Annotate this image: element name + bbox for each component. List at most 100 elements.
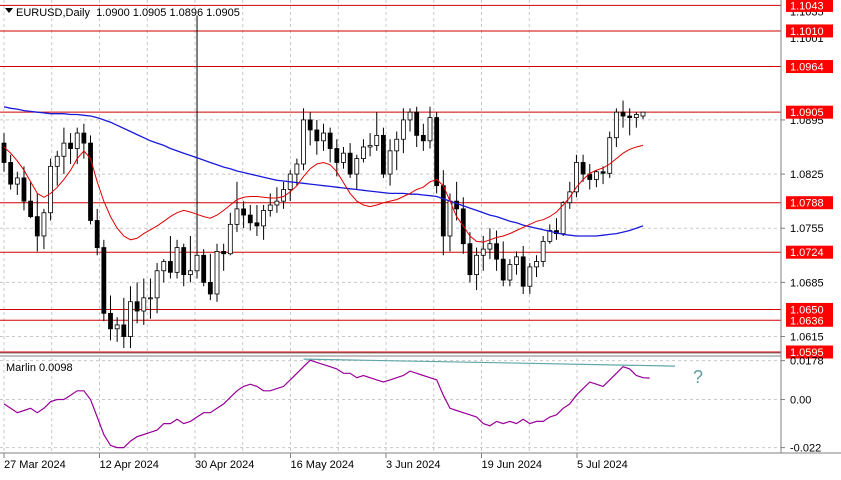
candle <box>14 171 20 195</box>
marlin-trend-line[interactable] <box>303 358 676 367</box>
bull-candle-body <box>341 152 346 163</box>
level-price-label: 1.1010 <box>790 26 824 38</box>
price-scale-label: 1.0685 <box>790 277 824 289</box>
candle <box>607 131 613 178</box>
time-scale-label: 3 Jun 2024 <box>386 459 440 471</box>
candle <box>207 253 213 301</box>
candle <box>108 295 113 341</box>
candle <box>241 201 247 229</box>
candle <box>534 255 539 277</box>
slow-moving-average-line <box>3 106 644 237</box>
candle <box>640 111 646 120</box>
bear-candle-body <box>121 324 127 337</box>
bear-candle-body <box>101 247 107 314</box>
bull-candle-body <box>61 142 67 157</box>
bull-candle-body <box>474 254 479 276</box>
level-price-badge <box>786 313 833 327</box>
price-pane[interactable] <box>0 0 781 353</box>
level-price-badge <box>786 302 833 316</box>
bull-candle-body <box>387 150 393 175</box>
bear-candle-body <box>467 243 473 276</box>
candle <box>594 170 599 188</box>
level-price-badge <box>786 24 833 38</box>
time-scale-label: 16 May 2024 <box>291 459 355 471</box>
triangle-down-icon[interactable] <box>5 8 13 13</box>
bull-candle-body <box>480 248 486 256</box>
bull-candle-body <box>560 202 566 235</box>
fast-moving-average-line <box>3 144 644 243</box>
candle <box>294 158 300 186</box>
level-price-label: 1.0964 <box>790 62 824 74</box>
candle <box>68 133 73 165</box>
indicator-label: Marlin 0.0098 <box>6 362 73 374</box>
candle <box>507 259 513 287</box>
level-price-badge <box>786 196 833 210</box>
bear-candle-body <box>207 281 213 295</box>
candle <box>94 208 100 256</box>
level-price-label: 1.0724 <box>790 247 824 259</box>
bear-candle-body <box>454 200 460 210</box>
bull-candle-body <box>534 261 539 268</box>
candle <box>327 127 333 163</box>
time-scale[interactable]: 27 Mar 2024 12 Apr 2024 30 Apr 2024 16 May … <box>3 453 628 471</box>
candle <box>301 108 306 171</box>
candle <box>174 239 180 279</box>
candle <box>227 212 233 256</box>
candle <box>613 108 619 147</box>
bull-candle-body <box>48 165 53 214</box>
candle <box>394 131 400 171</box>
candle <box>620 100 626 128</box>
bear-candle-body <box>347 152 353 175</box>
bull-candle-body <box>234 208 240 225</box>
bear-candle-body <box>420 134 426 142</box>
bear-candle-body <box>440 185 446 237</box>
candle <box>400 108 406 154</box>
candle <box>287 170 293 202</box>
bull-candle-body <box>374 134 380 146</box>
marlin-indicator-pane[interactable]: Marlin 0.0098 ? <box>0 358 781 452</box>
bear-candle-body <box>307 119 313 131</box>
bull-candle-body <box>161 261 167 272</box>
bull-candle-body <box>527 266 533 287</box>
candle <box>88 135 93 225</box>
candle <box>181 243 187 287</box>
bull-candle-body <box>594 171 599 180</box>
candle <box>154 263 160 314</box>
bull-candle-body <box>367 145 373 148</box>
price-scale-label: 1.0615 <box>790 332 824 344</box>
candle <box>474 247 479 291</box>
candle <box>114 317 120 342</box>
candle <box>361 139 366 163</box>
candle <box>21 166 27 211</box>
bull-candle-body <box>394 138 400 152</box>
bear-candle-body <box>21 177 27 202</box>
level-price-label: 1.0636 <box>790 315 824 327</box>
bear-candle-body <box>201 254 207 283</box>
candle <box>347 143 353 178</box>
bear-candle-body <box>620 111 626 117</box>
bull-candle-body <box>154 270 160 299</box>
bear-candle-body <box>327 132 333 149</box>
time-scale-label: 12 Apr 2024 <box>100 459 159 471</box>
candle <box>520 246 526 294</box>
candle <box>128 286 133 349</box>
time-scale-label: 19 Jun 2024 <box>482 459 543 471</box>
candle <box>580 154 586 182</box>
bear-candle-body <box>314 129 320 142</box>
candle <box>194 15 200 279</box>
bear-candle-body <box>181 247 187 276</box>
bear-candle-body <box>580 162 586 175</box>
bear-candle-body <box>28 200 34 218</box>
candle <box>274 187 280 213</box>
candle <box>8 154 14 190</box>
level-price-label: 1.0788 <box>790 198 824 210</box>
price-scale[interactable]: 1.10351.10011.08951.08251.07551.06851.06… <box>781 0 833 359</box>
pane-separator[interactable] <box>0 353 841 356</box>
bull-candle-body <box>633 114 639 118</box>
candle <box>161 259 167 283</box>
bull-candle-body <box>261 210 266 227</box>
bull-candle-body <box>14 177 20 185</box>
indicator-scale[interactable]: 0.0178 0.00 -0.022 <box>781 356 824 455</box>
